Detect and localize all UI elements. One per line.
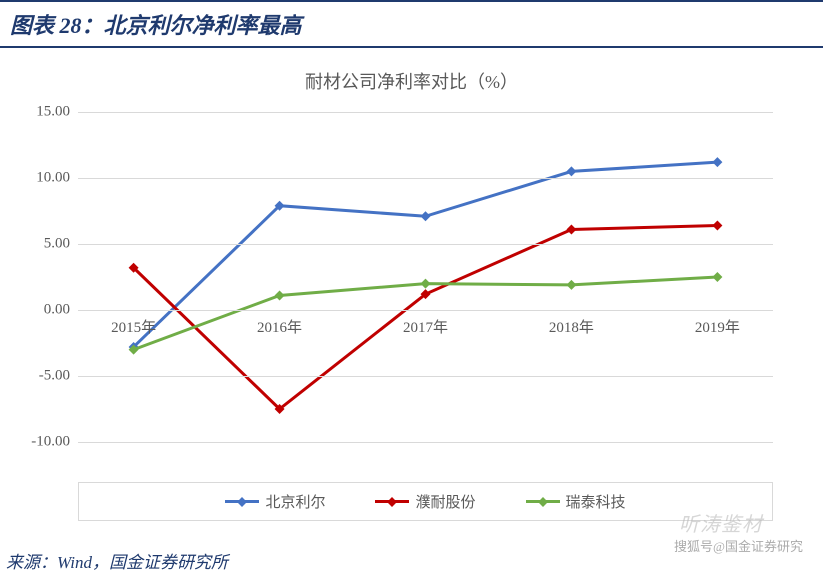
series-marker (566, 224, 576, 234)
legend-swatch (375, 500, 409, 503)
x-tick-label: 2017年 (403, 316, 448, 337)
legend-swatch (526, 500, 560, 503)
series-marker (566, 280, 576, 290)
y-tick-label: 10.00 (24, 170, 78, 187)
plot-area: -10.00-5.000.005.0010.0015.002015年2016年2… (78, 112, 773, 442)
figure-number: 图表 28： (10, 13, 104, 38)
legend-label: 濮耐股份 (415, 491, 475, 512)
figure-header: 图表 28：北京利尔净利率最高 (0, 0, 823, 48)
x-tick-label: 2015年 (111, 316, 156, 337)
source-label: 来源： (6, 553, 57, 572)
series-marker (421, 211, 431, 221)
y-tick-label: -10.00 (24, 434, 78, 451)
source-footer: 来源：Wind，国金证券研究所 (6, 548, 228, 573)
watermark-sub: 搜狐号@国金证券研究 (674, 536, 803, 555)
series-marker (275, 290, 285, 300)
gridline (78, 376, 773, 377)
y-tick-label: 5.00 (24, 236, 78, 253)
y-tick-label: -5.00 (24, 368, 78, 385)
series-marker (712, 272, 722, 282)
legend-label: 瑞泰科技 (566, 491, 626, 512)
gridline (78, 244, 773, 245)
figure-title: 北京利尔净利率最高 (104, 13, 302, 38)
x-tick-label: 2016年 (257, 316, 302, 337)
x-tick-label: 2019年 (695, 316, 740, 337)
gridline (78, 112, 773, 113)
series-marker (712, 221, 722, 231)
gridline (78, 178, 773, 179)
chart-container: 耐材公司净利率对比（%） -10.00 -5.00 0.00 5.00 10.00 15.… (0, 48, 823, 528)
y-tick-label: 0.00 (24, 302, 78, 319)
legend-item: 瑞泰科技 (526, 491, 626, 512)
watermark-main: 听涛鉴材 (679, 508, 763, 537)
source-text: Wind，国金证券研究所 (57, 553, 228, 572)
legend: 北京利尔 濮耐股份 瑞泰科技 (78, 482, 773, 521)
legend-swatch (225, 500, 259, 503)
legend-label: 北京利尔 (265, 491, 325, 512)
line-chart-svg (78, 112, 773, 442)
gridline (78, 310, 773, 311)
chart-title: 耐材公司净利率对比（%） (30, 68, 793, 94)
series-marker (421, 279, 431, 289)
legend-item: 北京利尔 (225, 491, 325, 512)
x-tick-label: 2018年 (549, 316, 594, 337)
legend-item: 濮耐股份 (375, 491, 475, 512)
y-tick-label: 15.00 (24, 104, 78, 121)
gridline (78, 442, 773, 443)
series-marker (712, 157, 722, 167)
series-marker (566, 166, 576, 176)
